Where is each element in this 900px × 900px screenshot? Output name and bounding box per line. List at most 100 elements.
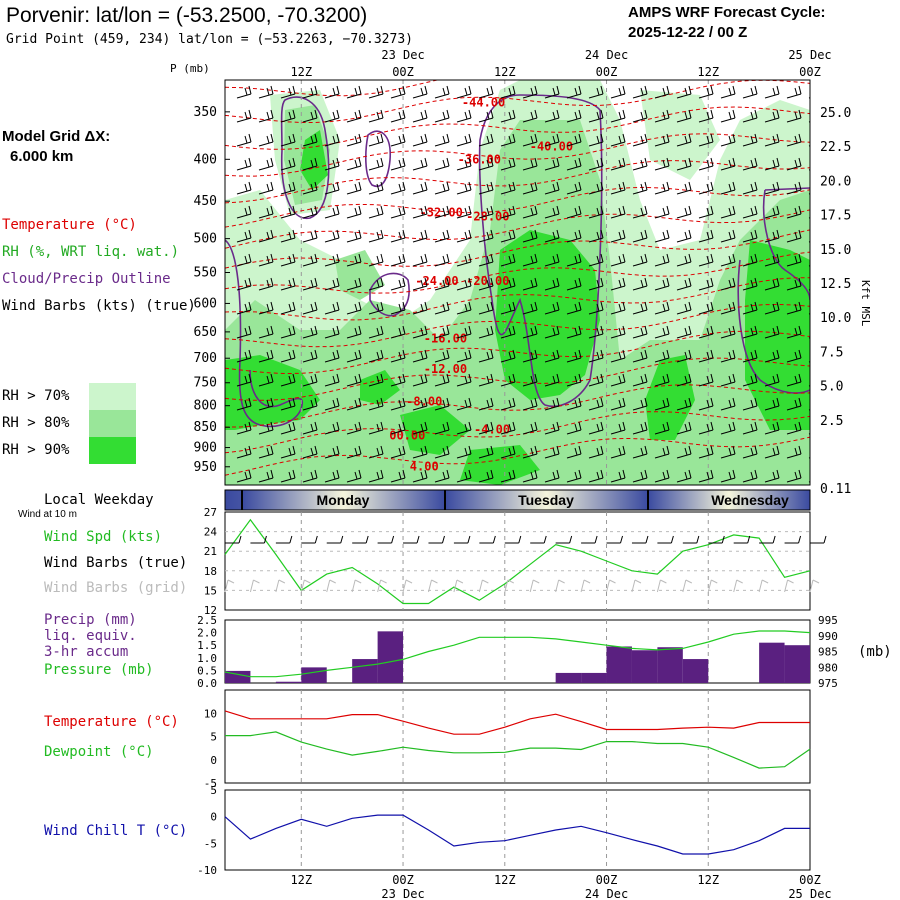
wind-barb-shaft	[500, 189, 516, 195]
wind-barb	[280, 205, 296, 219]
temperature-contour-line	[225, 436, 810, 476]
wind-barb	[412, 349, 428, 363]
wind-barb-shaft	[588, 477, 604, 483]
wind-barb-flag	[596, 399, 600, 408]
wind-barb-flag	[468, 469, 472, 479]
wind-barb-shaft	[456, 453, 472, 459]
wind-barb-flag	[776, 181, 780, 191]
precip-bar	[555, 672, 582, 683]
wind-barb	[500, 85, 516, 99]
wind-barb-flag	[556, 421, 560, 431]
wind-barb	[346, 85, 362, 99]
wind-barb-shaft	[236, 285, 252, 291]
wind-barb	[698, 373, 714, 387]
wind-barb	[522, 445, 538, 459]
wind-barb-flag	[244, 255, 248, 264]
surface-wind-barb-grid	[504, 579, 515, 593]
wind-barb-shaft	[412, 357, 428, 363]
wind-barb-flag	[750, 303, 754, 312]
wind-barb-flag	[266, 327, 270, 336]
wind-barb-flag	[288, 423, 292, 432]
bottom-date-label: 25 Dec	[788, 887, 831, 900]
wind-barb-shaft	[236, 405, 252, 411]
wind-barb-flag	[402, 421, 406, 431]
wind-barb-flag	[358, 181, 362, 191]
wind-barb-shaft	[434, 141, 450, 147]
wind-barb-flag	[821, 230, 823, 238]
wind-barb-shaft	[588, 285, 604, 291]
wind-barb-flag	[420, 255, 424, 264]
wind-barb-shaft	[720, 189, 736, 195]
wind-barb-flag	[596, 111, 600, 120]
wind-barb-shaft	[368, 405, 384, 411]
wind-barb	[500, 133, 516, 147]
wind-barb-shaft	[324, 405, 340, 411]
pressure-tick-label: 900	[194, 441, 217, 456]
wind-barb-flag	[380, 277, 384, 287]
surface-wind-barb-grid	[478, 579, 489, 593]
wind-barb-shaft	[258, 189, 274, 195]
temperature-contour-line	[225, 106, 810, 150]
wind-barb-flag	[794, 447, 798, 456]
surface-wind-barb-true	[810, 535, 827, 544]
wind-barb-flag	[772, 303, 776, 312]
wind-barb-flag	[244, 327, 248, 336]
wind-barb-flag	[244, 111, 248, 120]
wind-barb-flag	[684, 399, 688, 408]
wind-barb-flag	[490, 85, 494, 95]
wind-barb-flag	[817, 472, 819, 479]
wind-barb-shaft	[698, 261, 714, 267]
wind-barb-flag	[512, 397, 516, 407]
wind-barb-flag	[486, 303, 490, 312]
wind-barb-flag	[817, 256, 819, 263]
wind-barb-shaft	[434, 381, 450, 387]
wind-barb-flag	[332, 255, 336, 264]
wind-barb	[764, 157, 780, 171]
wind-barb-shaft	[500, 261, 516, 267]
wind-barb-shaft	[280, 429, 296, 435]
grid-barb-shaft	[300, 579, 305, 593]
wind-barb-flag	[644, 85, 648, 95]
wind-barb-flag	[684, 255, 688, 264]
wind-barb-shaft	[324, 333, 340, 339]
precip-bar	[631, 650, 658, 683]
wind-barb-flag	[552, 447, 556, 456]
wind-barb	[390, 397, 406, 411]
wind-barb	[588, 349, 604, 363]
wind-barb-shaft	[764, 237, 780, 243]
wind-barb-flag	[424, 133, 428, 143]
wind-barb-flag	[512, 301, 516, 311]
wind-barb-flag	[314, 181, 318, 191]
wind-barb-flag	[468, 205, 472, 215]
wind-barb-flag	[534, 397, 538, 407]
wind-barb-flag	[248, 421, 252, 431]
wind-barb-shaft	[566, 429, 582, 435]
wind-barb-shaft	[786, 477, 802, 483]
grid-barb-shaft	[351, 579, 356, 593]
wind-barb-flag	[292, 181, 296, 191]
wind-barb-shaft	[566, 165, 582, 171]
wind-barb-flag	[490, 301, 494, 311]
wind-barb-flag	[794, 279, 798, 288]
wind-barb-shaft	[544, 333, 560, 339]
wind-barb-flag	[332, 375, 336, 384]
wind-barb-shaft	[236, 237, 252, 243]
temperature-contour-label: -8.00	[406, 395, 442, 409]
pressure-tick-label: 850	[194, 420, 217, 435]
wind-barb-flag	[376, 279, 380, 288]
wind-barb-flag	[490, 277, 494, 287]
temperature-contour-labels: -44.00-40.00-36.00-32.00-28.00-24.00-20.…	[389, 96, 573, 474]
surface-wind-barb-true	[759, 535, 776, 544]
wind-barb-flag	[688, 469, 692, 479]
wind-barb-shaft	[544, 165, 560, 171]
wind-barb-flag	[666, 229, 670, 239]
wind-barb-flag	[398, 111, 402, 120]
wind-barb	[346, 157, 362, 171]
wind-barb	[258, 469, 274, 483]
wind-barb-flag	[512, 85, 516, 95]
wind-barb-flag	[596, 135, 600, 144]
wind-barb-flag	[402, 301, 406, 311]
wind-barb	[346, 445, 362, 459]
surface-wind-barb-grid	[402, 579, 413, 593]
temperature-contour-label: 4.00	[410, 459, 439, 473]
